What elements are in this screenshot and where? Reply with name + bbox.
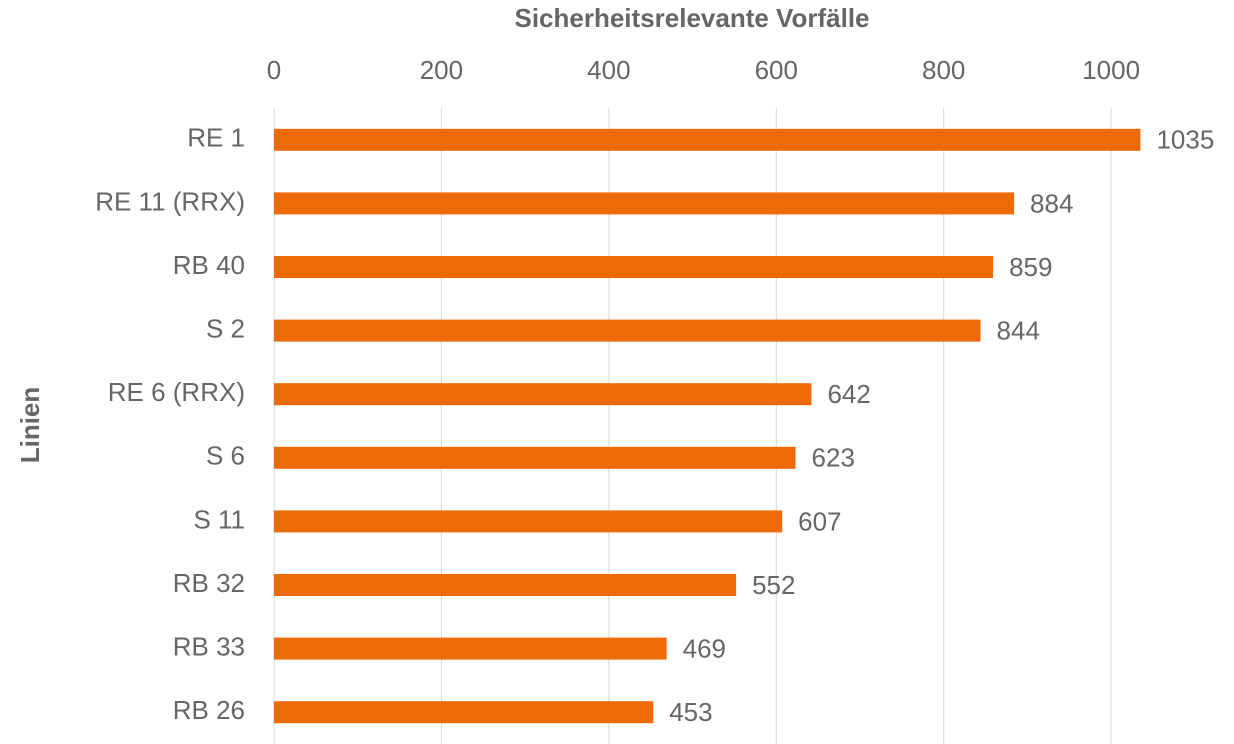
y-tick-label: RB 40 [173,250,245,280]
bar [274,256,994,278]
value-label: 453 [669,697,712,727]
bar [274,701,654,724]
value-label: 552 [752,570,795,600]
y-tick-label: RB 26 [173,695,245,725]
bar [274,510,783,533]
value-label: 859 [1009,252,1052,282]
value-label: 1035 [1156,125,1214,155]
y-tick-label: RE 11 (RRX) [95,186,245,216]
bar [274,319,981,342]
y-tick-label: S 11 [193,504,245,534]
value-label: 607 [798,506,841,536]
y-tick-label: RB 33 [173,631,245,661]
x-axis-title: Sicherheitsrelevante Vorfälle [514,3,869,33]
bar [274,192,1015,215]
x-tick-label: 600 [755,55,798,85]
value-label: 844 [997,315,1040,345]
y-tick-label: S 2 [206,313,245,343]
bar [274,383,812,406]
x-tick-label: 1000 [1082,55,1140,85]
value-label: 623 [812,443,855,473]
x-tick-label: 0 [267,55,281,85]
bar [274,574,737,596]
y-tick-label: RE 1 [187,123,245,153]
bar [274,128,1141,151]
x-tick-label: 200 [420,55,463,85]
y-tick-label: S 6 [206,441,245,471]
y-tick-label: RB 32 [173,568,245,598]
value-label: 642 [827,379,870,409]
x-tick-label: 800 [922,55,965,85]
y-axis-title: Linien [15,387,45,464]
value-label: 469 [683,633,726,663]
bar [274,637,667,660]
x-tick-label: 400 [587,55,630,85]
y-tick-label: RE 6 (RRX) [108,377,245,407]
bar [274,446,796,469]
value-label: 884 [1030,188,1073,218]
